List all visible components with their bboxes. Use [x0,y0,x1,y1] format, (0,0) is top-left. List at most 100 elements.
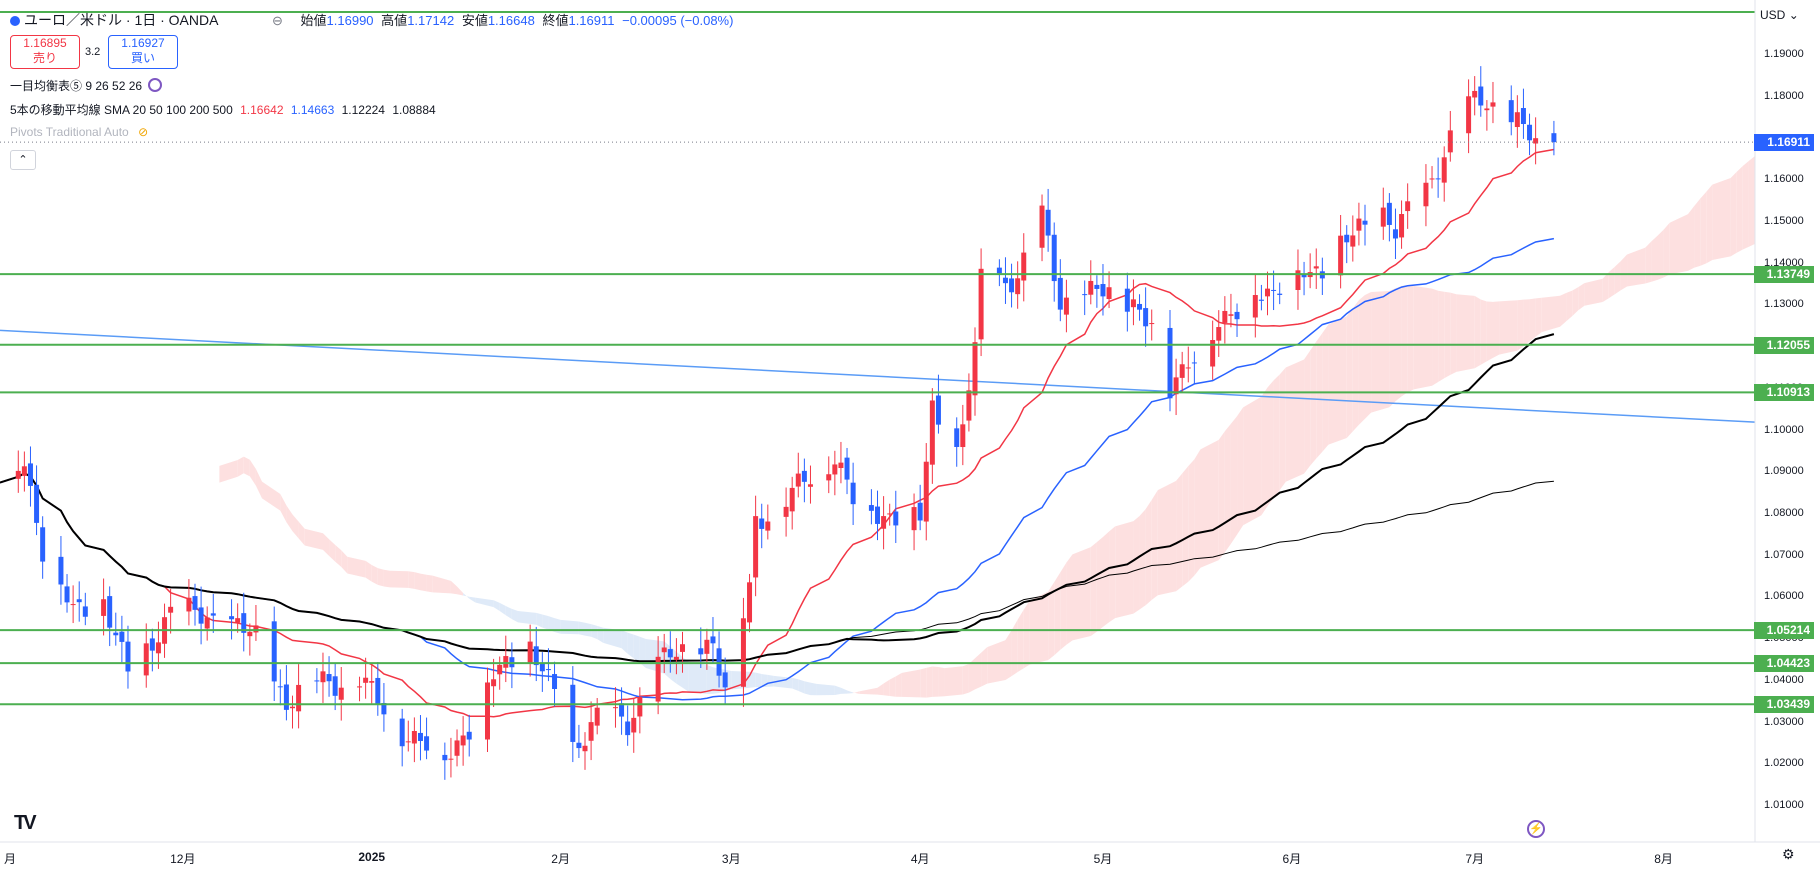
cloud-segment [968,658,975,693]
candle-body [1100,284,1106,297]
cloud-segment [560,619,579,635]
candle-body [381,702,387,715]
cloud-segment [542,614,549,630]
cloud-segment [408,571,415,589]
candle-body [411,730,417,744]
candle-body [1258,299,1264,301]
sma100-value: 1.12224 [341,103,385,117]
eye-toggle-icon[interactable]: ⊖ [272,13,283,28]
cloud-segment [1748,155,1755,247]
cloud-segment [1048,582,1055,661]
currency-selector[interactable]: USD ⌄ [1760,8,1799,22]
cloud-segment [816,683,835,696]
price-tick-label: 1.03000 [1764,715,1804,728]
cloud-segment [767,674,774,687]
cloud-segment [365,560,372,582]
candle-body [290,706,295,709]
candle-body [40,527,46,562]
ma-legend[interactable]: 5本の移動平均線 SMA 20 50 100 200 500 [10,103,233,117]
cloud-segment [578,621,585,636]
cloud-segment [1602,272,1609,303]
cloud-segment [834,685,841,695]
cloud-segment [1566,290,1573,322]
lightning-icon[interactable]: ⚡ [1527,820,1545,838]
cloud-segment [1742,160,1749,250]
high-label: 高値 [381,13,408,28]
candle-body [1210,340,1216,367]
time-tick-label: 6月 [1282,852,1302,866]
candle-body [76,599,82,603]
buy-label: 買い [130,51,155,65]
candle-body [582,745,588,752]
candle-body [704,639,710,654]
time-tick-label: 3月 [721,852,741,866]
cloud-segment [798,679,805,694]
candle-body [107,596,113,628]
cloud-segment [536,612,543,628]
candle-body [1508,100,1514,123]
hidden-eye-icon[interactable]: ⊘ [138,125,149,139]
candle-body [996,267,1002,274]
cloud-segment [390,570,409,588]
sma200-line [0,472,1554,662]
cloud-segment [1651,235,1658,282]
cloud-segment [1017,609,1024,673]
horizontal-levels[interactable] [0,11,1755,706]
settings-gear-icon[interactable]: ⚙ [1782,846,1795,862]
buy-price: 1.16927 [121,36,165,50]
price-tick-label: 1.19000 [1764,48,1804,60]
cloud-segment [1541,295,1560,333]
candle-body [1435,178,1441,180]
candle-body [1533,138,1539,144]
cloud-segment [1182,466,1189,587]
cloud-segment [298,521,305,546]
candle-body [1313,266,1319,269]
cloud-segment [932,666,939,697]
candle-body [1429,178,1435,180]
candle-body [1490,102,1496,107]
price-tick-label: 1.01000 [1764,799,1804,811]
candle-body [1021,252,1027,281]
candle-body [1045,209,1051,236]
cloud-segment [511,608,518,623]
candle-body [1295,270,1301,290]
candle-body [978,268,984,340]
cloud-segment [1237,407,1244,535]
ichimoku-legend[interactable]: 一目均衡表⑤ 9 26 52 26 [10,79,143,93]
candle-body [1472,90,1478,98]
cloud-segment [262,481,281,511]
sell-button[interactable]: 1.16895 売り [10,35,80,69]
candle-body [1149,323,1155,325]
candlesticks [15,66,1557,780]
candle-body [631,717,637,733]
candle-body [1441,157,1447,183]
cloud-segment [329,539,336,562]
candle-body [722,672,728,688]
candle-body [198,607,204,624]
candle-body [1216,327,1222,341]
candle-body [1082,294,1088,296]
cloud-segment [1145,499,1152,606]
cloud-segment [1157,480,1177,596]
time-tick-label: 4月 [910,852,930,866]
time-tick-label: 12月 [170,852,196,866]
cloud-segment [1060,562,1067,650]
close-value: 1.16911 [568,13,615,28]
candle-body [1466,96,1472,134]
candle-body [503,656,509,668]
cloud-segment [1657,229,1664,280]
tradingview-logo[interactable]: TV [14,812,36,834]
candle-body [875,506,880,524]
cloud-segment [1285,359,1305,482]
collapse-legend-button[interactable]: ⌃ [10,150,36,170]
cloud-segment [962,663,969,695]
candle-body [1228,314,1234,316]
candle-body [460,735,466,746]
buy-button[interactable]: 1.16927 買い [108,35,178,69]
cloud-segment [627,632,634,659]
symbol-title[interactable]: ユーロ／米ドル · 1日 · OANDA [24,12,219,28]
pivots-legend[interactable]: Pivots Traditional Auto [10,125,129,139]
candle-body [1130,299,1136,308]
candle-body [186,597,192,612]
